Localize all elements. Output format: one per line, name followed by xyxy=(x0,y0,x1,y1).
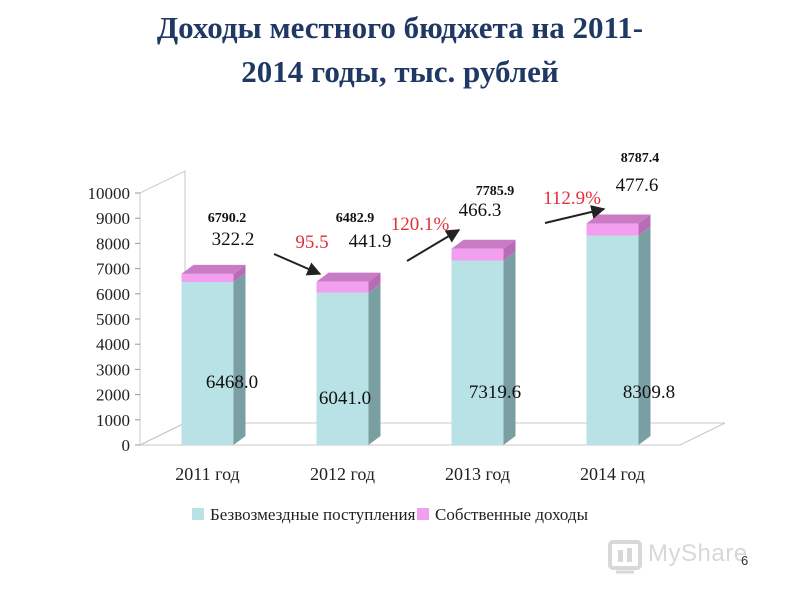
title-line-1: Доходы местного бюджета на 2011- xyxy=(156,10,644,45)
data-label-total: 6790.2 xyxy=(208,211,247,226)
bar-side-1-3 xyxy=(638,214,651,236)
data-label-grants: 6468.0 xyxy=(206,372,258,393)
y-tick-label: 3000 xyxy=(96,360,130,379)
bar-0-1 xyxy=(316,292,369,445)
y-tick-label: 10000 xyxy=(88,184,131,203)
x-tick-label: 2013 год xyxy=(445,464,510,484)
page-number: 6 xyxy=(741,553,749,568)
bar-side-0-0 xyxy=(233,273,246,445)
y-tick-label: 6000 xyxy=(96,285,130,304)
y-tick-label: 0 xyxy=(122,436,131,455)
data-label-grants: 8309.8 xyxy=(623,382,675,403)
data-label-total: 6482.9 xyxy=(336,211,375,226)
growth-arrow xyxy=(406,229,461,262)
y-tick-label: 2000 xyxy=(96,386,130,405)
data-labels: 6468.0 6041.0 7319.6 8309.8 322.2 441.9 466.3 4… xyxy=(206,151,675,409)
data-label-grants: 6041.0 xyxy=(319,388,371,409)
bar-1-2 xyxy=(451,248,504,261)
y-tick-label: 9000 xyxy=(96,209,130,228)
data-label-own: 322.2 xyxy=(212,229,255,250)
bar-side-0-3 xyxy=(638,226,651,445)
y-tick-label: 8000 xyxy=(96,234,130,253)
bar-top-0 xyxy=(181,264,246,274)
bar-side-0-2 xyxy=(503,251,516,445)
bar-side-1-0 xyxy=(233,264,246,283)
y-tick-label: 5000 xyxy=(96,310,130,329)
bar-1-3 xyxy=(586,223,639,236)
legend-swatch-1 xyxy=(417,508,429,520)
data-label-total: 7785.9 xyxy=(476,184,515,199)
x-tick-label: 2012 год xyxy=(310,464,375,484)
growth-label: 120.1% xyxy=(391,214,450,235)
data-label-own: 466.3 xyxy=(459,200,502,221)
growth-label: 95.5 xyxy=(295,232,328,253)
bar-top-2 xyxy=(451,239,516,249)
bar-1-0 xyxy=(181,273,234,283)
bars xyxy=(181,214,651,445)
y-tick-label: 4000 xyxy=(96,335,130,354)
growth-label: 112.9% xyxy=(543,188,601,209)
data-label-total: 8787.4 xyxy=(621,151,660,166)
x-tick-label: 2014 год xyxy=(580,464,645,484)
y-axis: 0 1000 2000 3000 4000 5000 6000 7000 8000 9000 100… xyxy=(88,184,140,455)
y-tick-label: 1000 xyxy=(96,411,130,430)
bar-1-1 xyxy=(316,281,369,293)
watermark-text: MyShare xyxy=(648,540,748,567)
bar-0-0 xyxy=(181,282,234,445)
legend: Безвозмездные поступления Собственные дох… xyxy=(192,505,589,524)
growth-arrow xyxy=(273,253,322,276)
chart-title: Доходы местного бюджета на 2011- 2014 го… xyxy=(40,6,760,94)
data-label-own: 441.9 xyxy=(349,231,392,252)
legend-label-1: Собственные доходы xyxy=(435,505,589,524)
legend-label-0: Безвозмездные поступления xyxy=(210,505,416,524)
bar-side-1-1 xyxy=(368,272,381,293)
legend-swatch-0 xyxy=(192,508,204,520)
x-tick-label: 2011 год xyxy=(175,464,239,484)
y-tick-label: 7000 xyxy=(96,260,130,279)
growth-arrow xyxy=(544,205,606,224)
data-label-own: 477.6 xyxy=(616,175,659,196)
data-label-grants: 7319.6 xyxy=(469,382,521,403)
bar-side-1-2 xyxy=(503,239,516,261)
bar-side-0-1 xyxy=(368,283,381,445)
watermark-logo-icon xyxy=(608,540,642,574)
title-line-2: 2014 годы, тыс. рублей xyxy=(241,54,559,89)
bar-0-3 xyxy=(586,235,639,445)
x-axis: 2011 год 2012 год 2013 год 2014 год xyxy=(175,464,645,484)
back-wall-left xyxy=(139,170,186,446)
bar-0-2 xyxy=(451,260,504,445)
growth-arrows: 95.5 120.1% 112.9% xyxy=(273,188,606,276)
bar-top-1 xyxy=(316,272,381,282)
